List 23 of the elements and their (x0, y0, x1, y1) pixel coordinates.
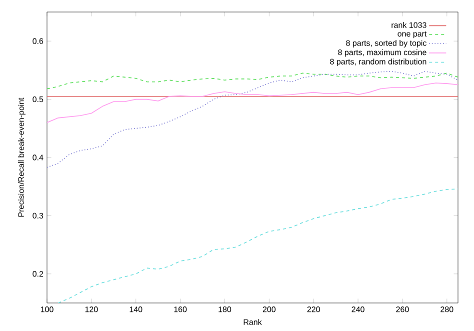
legend-label: rank 1033 (392, 22, 426, 28)
x-tick-label: 140 (130, 306, 142, 312)
x-tick-label: 180 (218, 306, 232, 312)
x-tick-label: 160 (174, 306, 187, 312)
x-tick-label: 120 (85, 306, 98, 312)
y-tick-label: 0.3 (32, 212, 44, 219)
x-tick-label: 200 (262, 306, 276, 312)
y-tick-label: 0.4 (32, 154, 44, 160)
legend-label: 8 parts, random distribution (330, 58, 426, 66)
x-tick-label: 280 (440, 306, 454, 312)
x-axis-title: Rank (244, 319, 262, 325)
y-axis-title: Precision/Recall break-even-point (18, 98, 26, 217)
x-tick-label: 100 (40, 306, 54, 312)
line-series (47, 70, 458, 168)
x-tick-label: 240 (352, 306, 364, 312)
x-tick-label: 220 (307, 306, 320, 312)
y-tick-label: 0.5 (32, 96, 44, 102)
legend-label: one part (398, 31, 427, 38)
y-tick-label: 0.2 (32, 271, 44, 277)
x-tick-label: 260 (396, 306, 409, 312)
legend-label: 8 parts, sorted by topic (346, 40, 426, 48)
y-tick-label: 0.6 (32, 38, 44, 44)
legend-label: 8 parts, maximum cosine (338, 49, 426, 57)
